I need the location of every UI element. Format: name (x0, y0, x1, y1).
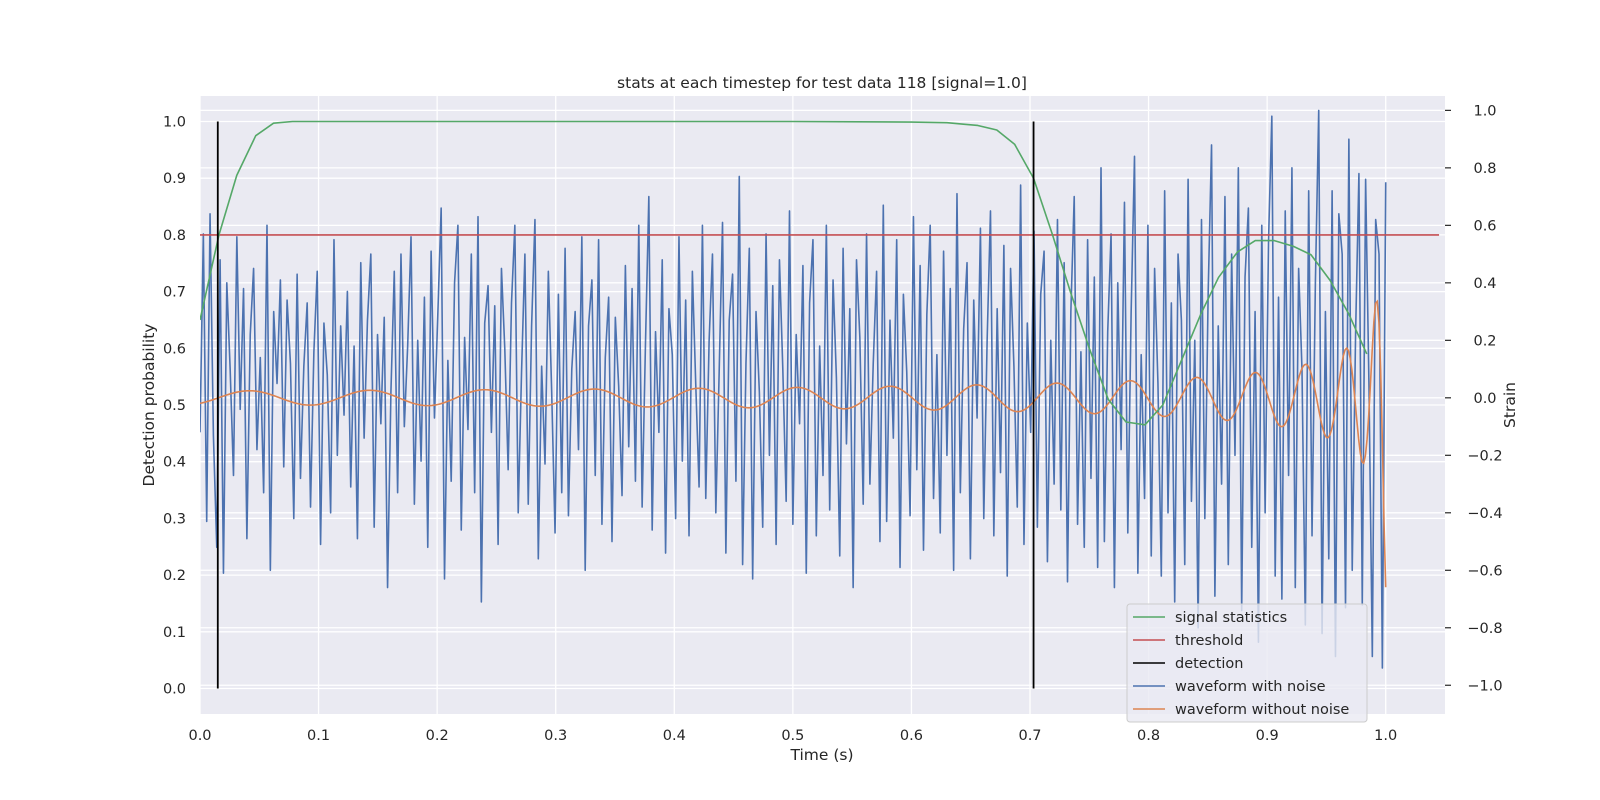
y-tick-label: 0.1 (163, 625, 186, 641)
series-waveform-with-noise (200, 109, 1387, 669)
y2-tick-label: 0.0 (1473, 391, 1496, 407)
legend: signal statistics threshold detection wa… (1126, 603, 1368, 723)
series-waveform-without-noise (200, 299, 1387, 588)
x-tick-label: 0.9 (1256, 728, 1279, 744)
legend-label-waveform-with-noise: waveform with noise (1175, 679, 1326, 695)
y2-tick-label: 0.4 (1473, 276, 1496, 292)
y-tick-label: 0.6 (163, 341, 186, 357)
x-tick-label: 0.7 (1018, 728, 1041, 744)
y-tick-label: 0.0 (163, 681, 186, 697)
y-tick-label: 0.2 (163, 568, 186, 584)
x-axis-ticks: 0.0 0.1 0.2 0.3 0.4 0.5 0.6 0.7 0.8 0.9 1.0 (188, 728, 1397, 744)
y2-tick-label: −0.6 (1467, 563, 1502, 579)
y-tick-label: 0.8 (163, 228, 186, 244)
y2-tick-label: 0.6 (1473, 218, 1496, 234)
y-tick-label: 0.7 (163, 285, 186, 301)
series-signal-statistics (200, 120, 1368, 426)
legend-label-threshold: threshold (1175, 633, 1243, 649)
y-tick-label: 0.9 (163, 171, 186, 187)
x-tick-label: 0.6 (900, 728, 923, 744)
x-tick-label: 0.3 (544, 728, 567, 744)
x-tick-label: 0.2 (426, 728, 449, 744)
y-axis-ticks-right: −1.0 −0.8 −0.6 −0.4 −0.2 0.0 0.2 0.4 0.6 0.8 1.0 (1445, 103, 1503, 694)
y-axis-label: Detection probability (140, 324, 158, 487)
x-tick-label: 0.0 (188, 728, 211, 744)
y2-tick-label: −0.8 (1467, 621, 1502, 637)
x-axis-label: Time (s) (789, 746, 853, 764)
series-layer (200, 109, 1440, 689)
legend-label-signal-statistics: signal statistics (1175, 610, 1287, 626)
legend-frame (1126, 603, 1368, 723)
y2-tick-label: −1.0 (1467, 678, 1502, 694)
y-tick-label: 1.0 (163, 115, 186, 131)
y-axis-ticks-left: 0.0 0.1 0.2 0.3 0.4 0.5 0.6 0.7 0.8 0.9 1.0 (163, 115, 186, 698)
chart-title: stats at each timestep for test data 118… (617, 74, 1027, 92)
y-tick-label: 0.3 (163, 511, 186, 527)
y-tick-label: 0.5 (163, 398, 186, 414)
legend-label-waveform-without-noise: waveform without noise (1175, 702, 1349, 718)
x-tick-label: 1.0 (1374, 728, 1397, 744)
y2-tick-label: 0.8 (1473, 161, 1496, 177)
y2-tick-label: −0.2 (1467, 448, 1502, 464)
y2-tick-label: −0.4 (1467, 506, 1502, 522)
x-tick-label: 0.1 (307, 728, 330, 744)
y2-axis-label: Strain (1501, 382, 1519, 428)
y-tick-label: 0.4 (163, 455, 186, 471)
legend-label-detection: detection (1175, 656, 1243, 672)
x-tick-label: 0.8 (1137, 728, 1160, 744)
y2-tick-label: 0.2 (1473, 333, 1496, 349)
x-tick-label: 0.5 (781, 728, 804, 744)
x-tick-label: 0.4 (663, 728, 686, 744)
y2-tick-label: 1.0 (1473, 103, 1496, 119)
